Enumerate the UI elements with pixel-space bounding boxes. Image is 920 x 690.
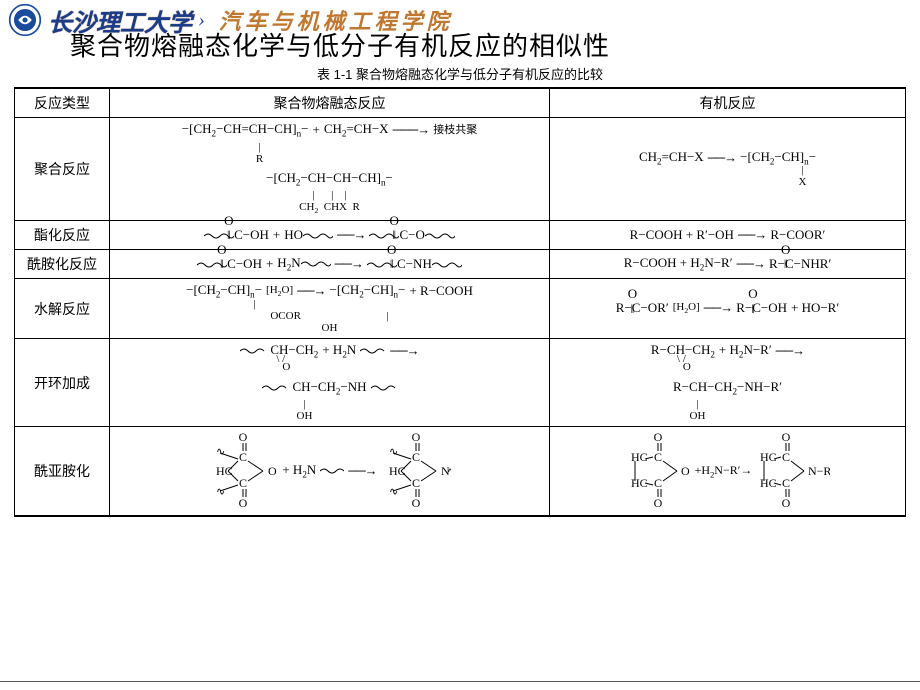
svg-text:C: C (654, 450, 662, 464)
svg-text:C: C (412, 450, 420, 464)
cell-type: 酰亚胺化 (15, 427, 110, 517)
svg-text:∿: ∿ (216, 486, 225, 498)
table-row: 水解反应 −[CH2−CH]n− [H2O] ──→ −[CH2−CH]n− +… (15, 279, 906, 339)
svg-text:C: C (782, 450, 790, 464)
svg-text:C: C (239, 450, 247, 464)
cell-org: O C HC O HC C (550, 427, 906, 517)
cell-org: R−COOH + H2N−R′ ──→ O‖ R−C−NHR′ (550, 250, 906, 279)
svg-text:O: O (239, 431, 248, 444)
svg-text:O: O (411, 431, 420, 444)
imide-ring-icon: O C ∿ N ∿ HC C (381, 431, 451, 511)
table-row: 酰胺化反应 O‖ C−OH + H2N ──→ O‖ C−NH (15, 250, 906, 279)
comparison-table: 反应类型 聚合物熔融态反应 有机反应 聚合反应 −[CH2−CH=CH−CH]n… (14, 87, 906, 517)
header-type: 反应类型 (15, 88, 110, 118)
svg-text:∿: ∿ (216, 446, 225, 458)
graft-note: 接枝共聚 (433, 124, 477, 136)
cell-type: 聚合反应 (15, 118, 110, 221)
header-org: 有机反应 (550, 88, 906, 118)
cell-poly: O‖ C−OH + HO ──→ O‖ C−O (110, 221, 550, 250)
svg-text:HC: HC (216, 464, 233, 478)
table-row: 酯化反应 O‖ C−OH + HO ──→ O‖ C−O (15, 221, 906, 250)
cell-poly: −[CH2−CH=CH−CH]n− + CH2=CH−X ───→ 接枝共聚 |… (110, 118, 550, 221)
svg-text:O: O (782, 496, 791, 510)
cell-type: 酰胺化反应 (15, 250, 110, 279)
table-row: 酰亚胺化 O C ∿ O HC (15, 427, 906, 517)
header: 长沙理工大学 › 汽车与机械工程学院 聚合物熔融态化学与低分子有机反应的相似性 (0, 0, 920, 70)
svg-text:∿: ∿ (389, 446, 398, 458)
svg-text:N−R′: N−R′ (808, 464, 830, 478)
cell-org: CH2=CH−X ──→ −[CH2−CH]n− |X (550, 118, 906, 221)
page-title: 聚合物熔融态化学与低分子有机反应的相似性 (70, 26, 610, 63)
svg-text:O: O (653, 496, 662, 510)
svg-text:HC: HC (631, 450, 648, 464)
cell-type: 酯化反应 (15, 221, 110, 250)
svg-text:C: C (654, 476, 662, 490)
cell-type: 开环加成 (15, 339, 110, 427)
anhydride-ring-icon: O C ∿ O HC C (208, 431, 278, 511)
svg-text:HC: HC (760, 450, 777, 464)
svg-text:O: O (239, 496, 248, 510)
table-header-row: 反应类型 聚合物熔融态反应 有机反应 (15, 88, 906, 118)
cell-poly: O‖ C−OH + H2N ──→ O‖ C−NH (110, 250, 550, 279)
svg-text:HC: HC (389, 464, 406, 478)
header-poly: 聚合物熔融态反应 (110, 88, 550, 118)
svg-text:∿: ∿ (389, 486, 398, 498)
svg-text:O: O (411, 496, 420, 510)
svg-text:O: O (268, 464, 277, 478)
cell-poly: CH−CH2 \ / O + H2N ──→ CH−CH2−NH (110, 339, 550, 427)
svg-text:O: O (782, 431, 791, 444)
anhydride-ring-icon: O C HC O HC C (625, 431, 691, 511)
svg-text:O: O (653, 431, 662, 444)
cell-poly: O C ∿ O HC C (110, 427, 550, 517)
imide-ring-icon: O C HC N−R′ HC C (756, 431, 830, 511)
cell-org: R−CH−CH2 \ / O + H2N−R′ ──→ R−CH−CH2−NH−… (550, 339, 906, 427)
svg-text:C: C (412, 476, 420, 490)
cell-type: 水解反应 (15, 279, 110, 339)
university-logo (8, 3, 42, 37)
svg-text:O: O (681, 464, 690, 478)
svg-text:∿: ∿ (447, 466, 451, 478)
table-row: 聚合反应 −[CH2−CH=CH−CH]n− + CH2=CH−X ───→ 接… (15, 118, 906, 221)
svg-text:C: C (239, 476, 247, 490)
footer-divider (0, 681, 920, 682)
cell-org: O‖ R−C−OR′ [H2O] ──→ O‖ R−C−OH + HO−R′ (550, 279, 906, 339)
table-row: 开环加成 CH−CH2 \ / O + H2N ──→ (15, 339, 906, 427)
cell-poly: −[CH2−CH]n− [H2O] ──→ −[CH2−CH]n− + R−CO… (110, 279, 550, 339)
cell-org: R−COOH + R′−OH ──→ R−COOR′ (550, 221, 906, 250)
svg-text:C: C (782, 476, 790, 490)
